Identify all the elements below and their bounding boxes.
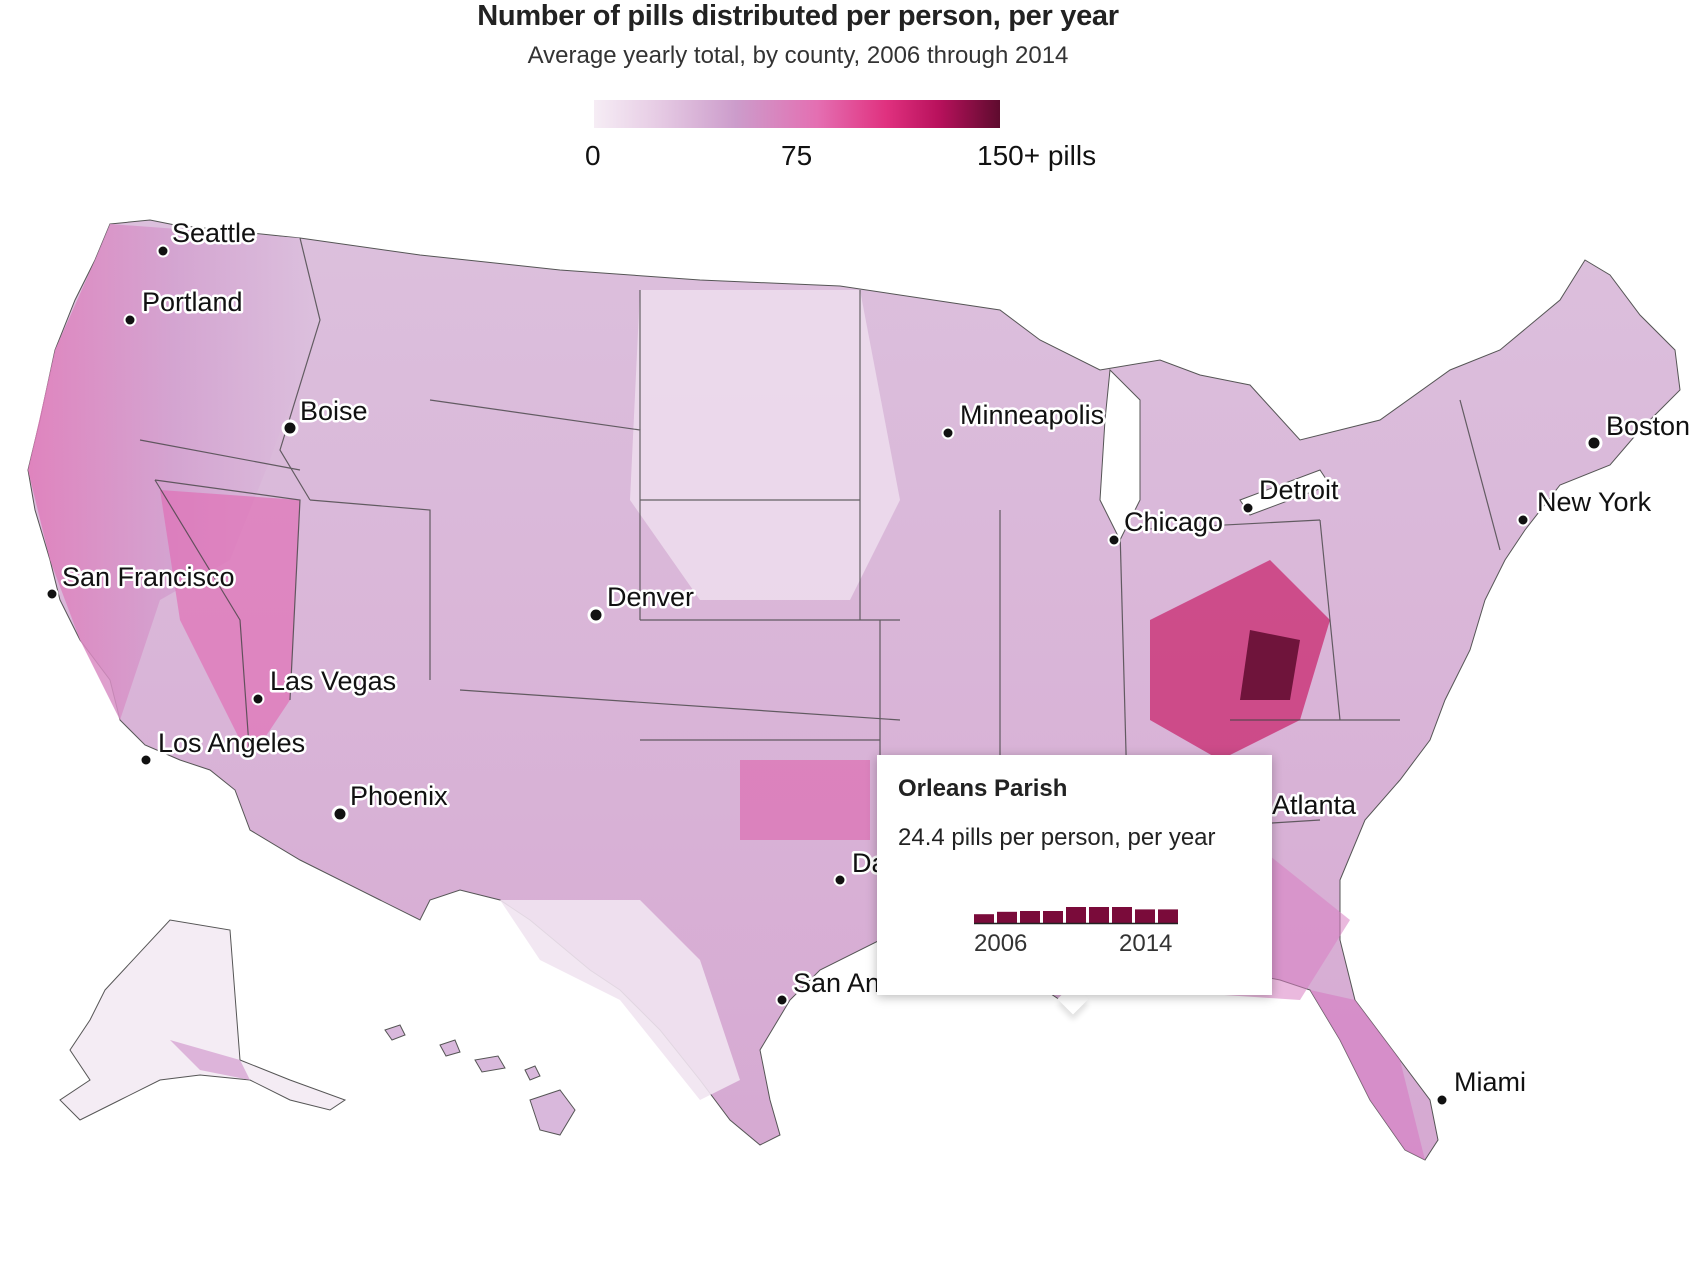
city-label: New York [1537,487,1652,517]
legend-min-label: 0 [585,140,601,171]
city-denver[interactable]: Denver [587,580,697,624]
city-marker [139,753,153,767]
city-new-york[interactable]: New York [1516,485,1654,527]
city-label: Detroit [1259,475,1339,505]
sparkline-bar [997,911,1017,923]
city-label: Minneapolis [960,400,1104,430]
city-marker [45,587,59,601]
city-label: Las Vegas [270,666,396,696]
city-detroit[interactable]: Detroit [1241,473,1342,515]
city-label: Denver [607,582,694,612]
hawaii[interactable] [384,1024,576,1136]
city-marker [251,692,265,706]
city-minneapolis[interactable]: Minneapolis [941,398,1107,440]
city-marker [331,805,349,823]
city-seattle[interactable]: Seattle [156,216,259,258]
city-boise[interactable]: Boise [281,394,370,437]
map-title: Number of pills distributed per person, … [477,0,1119,32]
sparkline-bar [1043,911,1063,923]
legend-mid-label: 75 [781,140,813,171]
county-tooltip: Orleans Parish 24.4 pills per person, pe… [877,755,1272,995]
city-label: San Francisco [62,562,235,592]
map-subtitle: Average yearly total, by county, 2006 th… [527,42,1069,69]
city-marker [1585,434,1603,452]
city-label: Portland [142,287,243,317]
city-marker [123,313,137,327]
sparkline-bar [1135,909,1155,923]
legend-max-label: 150+ pills [977,140,1097,171]
city-chicago[interactable]: Chicago [1107,505,1226,547]
city-los-angeles[interactable]: Los Angeles [139,726,308,767]
city-label: Los Angeles [158,728,305,758]
city-marker [1107,533,1121,547]
city-label: Boston [1606,411,1690,441]
city-marker [587,606,605,624]
tooltip-sparkline [974,907,1178,925]
city-label: Phoenix [350,781,448,811]
sparkline-bar [1112,907,1132,923]
sparkline-bar [1066,907,1086,923]
city-boston[interactable]: Boston [1585,409,1693,452]
city-atlanta[interactable]: Atlanta [1270,788,1360,823]
city-marker [1435,1093,1449,1107]
alaska[interactable] [59,919,347,1121]
texas-region [500,900,740,1100]
sparkline-bar [1089,907,1109,923]
city-las-vegas[interactable]: Las Vegas [251,664,399,706]
tooltip-value-text: 24.4 pills per person, per year [898,824,1216,851]
city-label: Miami [1454,1067,1526,1097]
city-marker [833,873,847,887]
west-coast-region [28,224,320,720]
sparkline-bar [1158,909,1178,923]
appalachia-region [1150,560,1330,760]
sparkline-bar [1020,911,1040,923]
great-plains-region [630,290,900,600]
kentucky-hotspot [1240,630,1300,700]
tooltip-county-name: Orleans Parish [898,775,1068,802]
city-marker [1516,513,1530,527]
city-portland[interactable]: Portland [123,285,245,327]
city-label: Atlanta [1272,790,1357,820]
city-label: Boise [300,396,368,426]
city-miami[interactable]: Miami [1435,1065,1529,1107]
florida-region [1310,990,1425,1160]
city-marker [156,244,170,258]
oklahoma-region [740,760,870,840]
city-label: Seattle [172,218,256,248]
city-marker [281,419,299,437]
alaska-southeast [170,1040,250,1080]
city-marker [1241,501,1255,515]
tooltip-end-year: 2014 [1119,930,1173,957]
city-marker [775,993,789,1007]
city-label: Chicago [1124,507,1223,537]
us-county-map[interactable]: Seattle Portland Boise San Francisco Las… [0,200,1696,1286]
legend-color-bar [594,100,1000,128]
tooltip-start-year: 2006 [974,930,1028,957]
city-san-francisco[interactable]: San Francisco [45,560,237,601]
sparkline-bar [974,914,994,923]
city-phoenix[interactable]: Phoenix [331,779,451,823]
nevada-region [160,490,300,760]
city-marker [941,426,955,440]
